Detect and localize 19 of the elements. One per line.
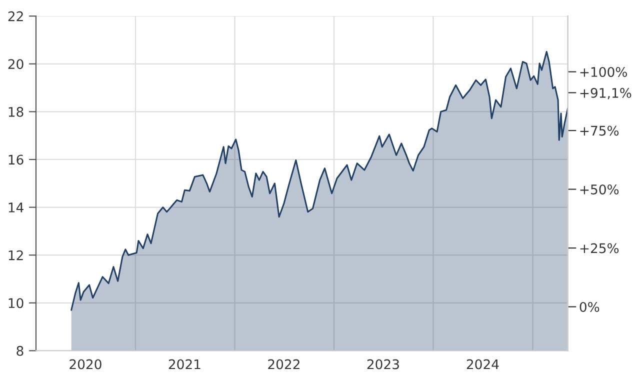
y2-tick-label: +100% — [580, 66, 627, 77]
y-tick-label: 10 — [8, 298, 24, 308]
x-tick-label: 2023 — [367, 359, 399, 370]
y-tick-label: 16 — [8, 154, 24, 165]
y2-tick-label: 0% — [580, 302, 600, 312]
y2-tick-label: +50% — [580, 184, 619, 194]
y2-tick-label: +75% — [580, 126, 619, 136]
y2-tick-label: +91,1% — [580, 88, 632, 100]
y-tick-label: 18 — [8, 106, 24, 117]
x-tick-label: 2020 — [70, 359, 102, 370]
x-tick-label: 2024 — [466, 359, 499, 370]
x-tick-label: 2021 — [168, 359, 200, 370]
y-tick-label: 8 — [16, 346, 24, 356]
y-tick-label: 22 — [8, 11, 23, 22]
y-tick-label: 12 — [8, 250, 23, 260]
y-tick-label: 20 — [8, 59, 24, 70]
y2-tick-label: +25% — [580, 243, 619, 254]
x-tick-label: 2022 — [268, 359, 300, 370]
y-tick-label: 14 — [8, 202, 24, 212]
